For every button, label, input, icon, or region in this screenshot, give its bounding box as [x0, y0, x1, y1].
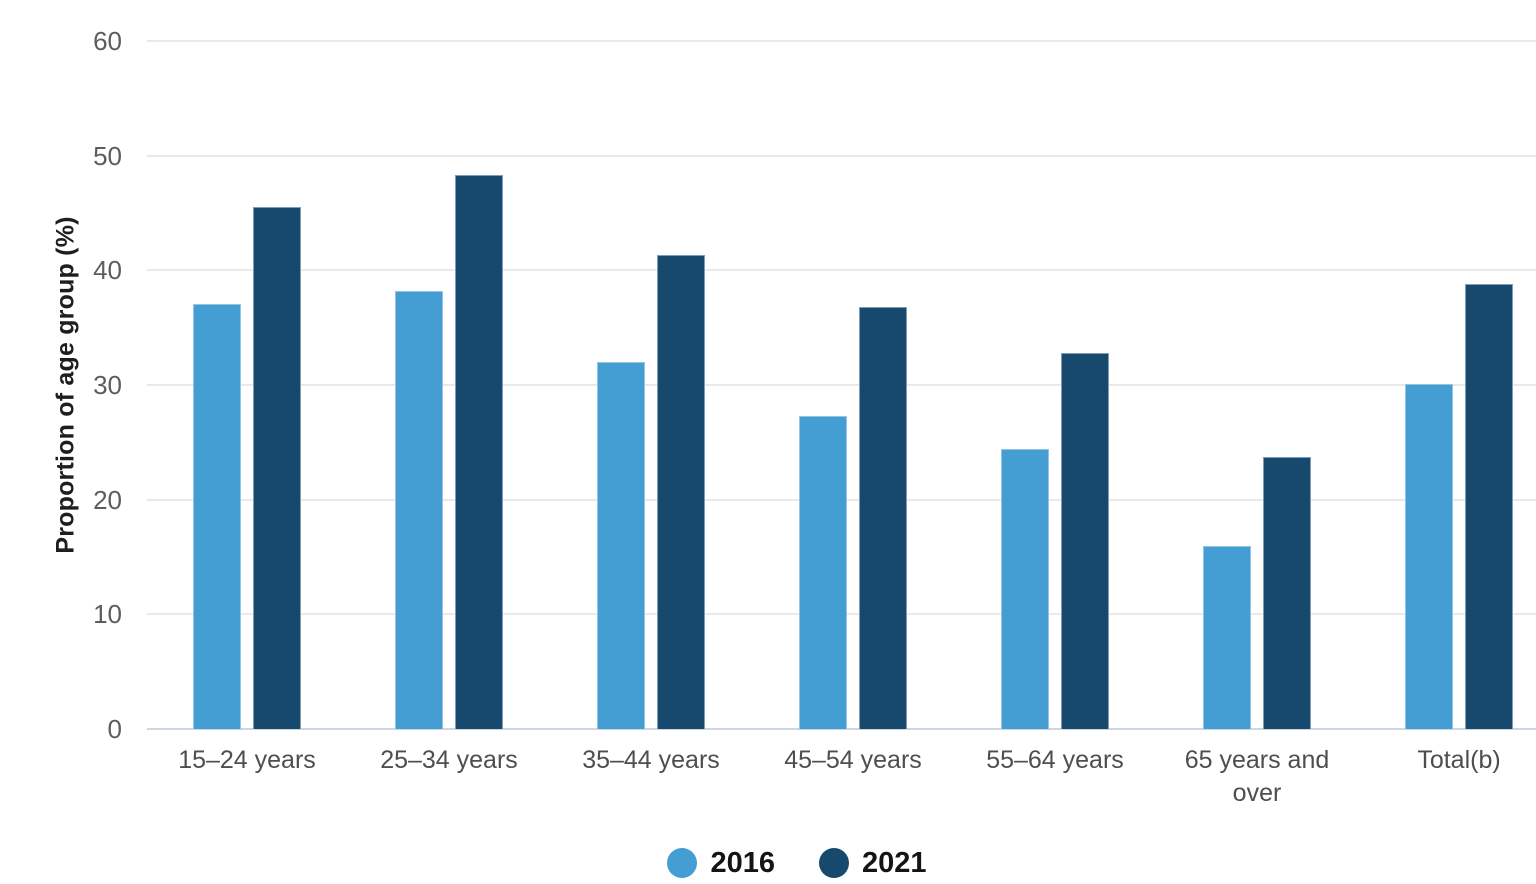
bar-2021-3[interactable] — [657, 255, 705, 729]
x-label-6: 65 years and over — [1184, 746, 1330, 807]
y-tick-label-20: 20 — [93, 484, 122, 515]
bar-2021-2[interactable] — [455, 175, 503, 729]
bar-2016-5[interactable] — [1001, 449, 1049, 729]
x-label-7: Total(b) — [1417, 746, 1501, 774]
legend-item-2021[interactable]: 2021 — [819, 847, 927, 880]
y-tick-label-30: 30 — [93, 370, 122, 400]
bar-2016-4[interactable] — [799, 415, 847, 729]
gridline-50 — [147, 154, 1536, 157]
bar-2016-2[interactable] — [395, 290, 443, 729]
x-label-1: 15–24 years — [178, 746, 316, 774]
y-tick-label-60: 60 — [93, 26, 122, 56]
gridline-60 — [147, 40, 1536, 42]
gridline-40 — [147, 269, 1536, 272]
gridline-30 — [147, 384, 1536, 386]
bar-2021-7[interactable] — [1465, 284, 1513, 729]
legend: 2016 2021 — [29, 843, 1536, 883]
bar-2016-6[interactable] — [1203, 545, 1251, 729]
legend-dot-2021 — [819, 848, 849, 878]
bar-2016-7[interactable] — [1405, 383, 1453, 729]
x-label-5: 55–64 years — [986, 746, 1124, 774]
bar-2021-5[interactable] — [1061, 352, 1109, 729]
y-tick-label-0: 0 — [107, 714, 122, 744]
bar-2021-4[interactable] — [859, 307, 907, 729]
legend-label-2016: 2016 — [710, 846, 775, 879]
x-label-2: 25–34 years — [380, 746, 518, 774]
x-label-3: 35–44 years — [582, 746, 720, 774]
legend-dot-2016 — [667, 848, 698, 878]
y-tick-label-50: 50 — [93, 140, 122, 171]
bar-2016-3[interactable] — [597, 362, 645, 729]
x-label-4: 45–54 years — [784, 746, 922, 774]
bar-2021-1[interactable] — [253, 207, 301, 729]
y-tick-label-10: 10 — [93, 599, 122, 630]
legend-label-2021: 2021 — [862, 846, 927, 879]
y-tick-label-40: 40 — [93, 255, 122, 286]
bar-2021-6[interactable] — [1263, 457, 1311, 729]
bar-2016-1[interactable] — [193, 303, 241, 729]
x-axis-line — [147, 728, 1536, 730]
legend-item-2016[interactable]: 2016 — [667, 847, 775, 880]
